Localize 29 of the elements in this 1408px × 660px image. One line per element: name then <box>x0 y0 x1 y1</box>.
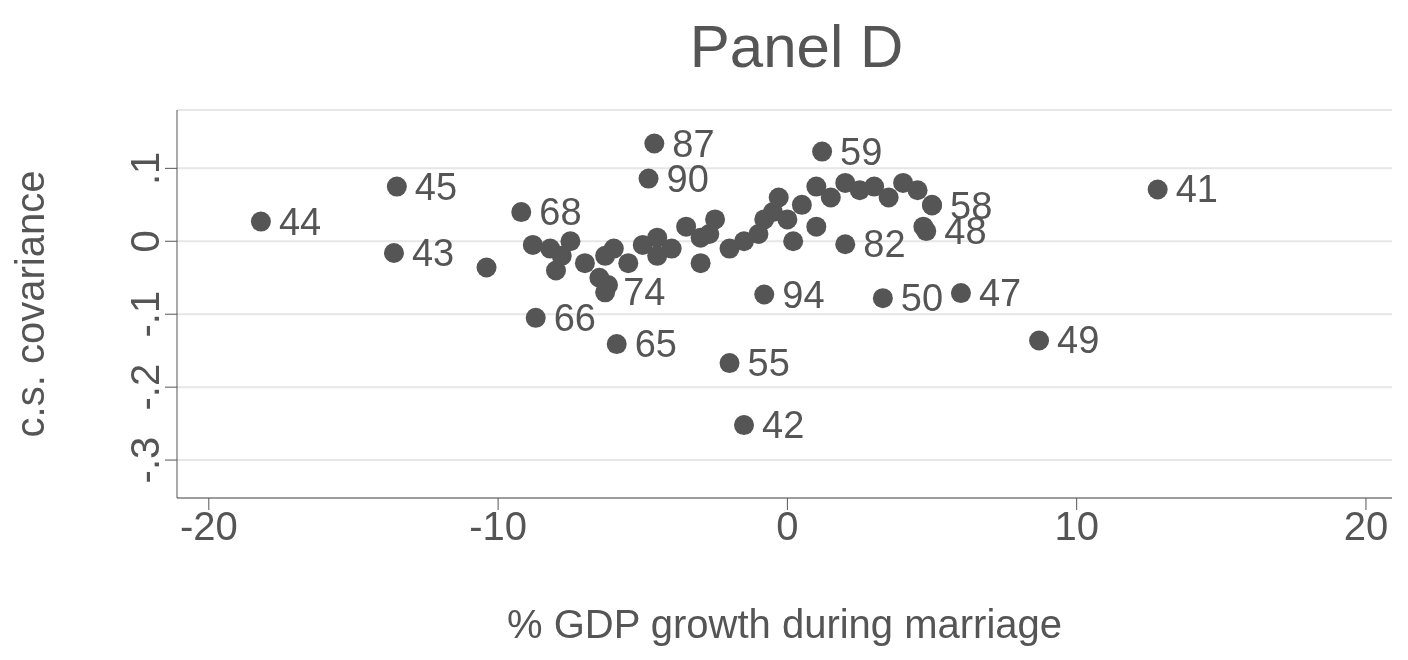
annotation: 42 <box>762 404 805 447</box>
annotation: 49 <box>1057 319 1100 362</box>
annotation: 44 <box>278 200 322 243</box>
x-axis-title: % GDP growth during marriage <box>506 602 1063 646</box>
y-tick-label: -.1 <box>123 290 167 338</box>
annotation: 47 <box>978 272 1022 315</box>
annotation: 68 <box>539 191 582 234</box>
y-tick-label: .1 <box>123 151 167 186</box>
x-tick-label: 20 <box>1343 504 1389 549</box>
y-tick-label: 0 <box>123 230 167 253</box>
annotation: 43 <box>411 231 455 274</box>
annotation: 59 <box>840 130 883 173</box>
y-axis-title: c.s. covariance <box>8 170 53 438</box>
annotation: 65 <box>634 323 677 366</box>
y-tick-label: -.2 <box>123 363 167 411</box>
x-tick-label: -20 <box>179 504 238 549</box>
annotation: 82 <box>863 223 906 266</box>
y-tick-label: -.3 <box>123 436 167 484</box>
x-tick-label: -10 <box>469 504 528 549</box>
annotation: 41 <box>1175 168 1218 211</box>
annotation: 74 <box>623 271 666 314</box>
annotation: 50 <box>900 277 944 320</box>
x-tick-label: 0 <box>776 504 799 549</box>
annotation: 66 <box>553 296 596 339</box>
chart-title: Panel D <box>688 12 905 81</box>
x-tick-label: 10 <box>1054 504 1099 549</box>
annotation: 94 <box>782 273 825 316</box>
annotation: 45 <box>414 165 458 208</box>
annotation: 55 <box>747 342 790 385</box>
